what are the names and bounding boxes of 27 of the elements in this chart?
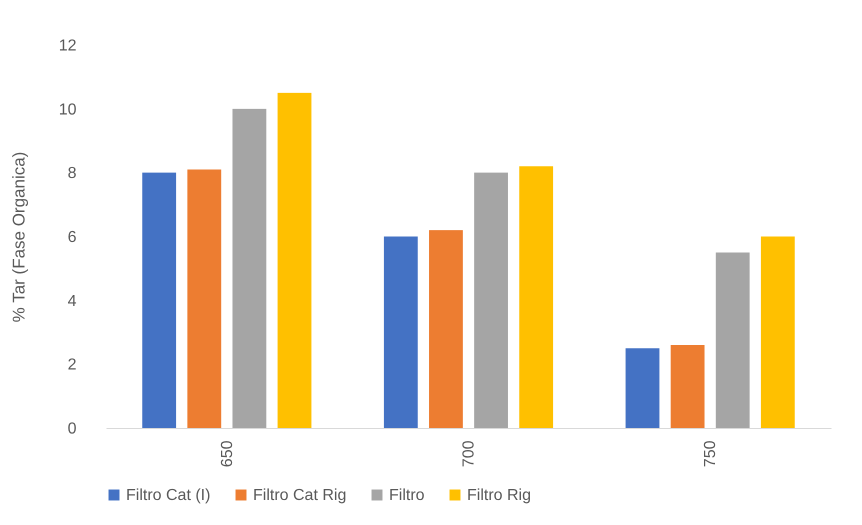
x-tick-label: 750	[702, 440, 720, 468]
y-tick-label: 10	[58, 101, 77, 118]
bar	[278, 92, 312, 428]
y-tick-label: 12	[58, 38, 77, 54]
legend-label: Filtro	[389, 487, 425, 504]
legend-label: Filtro Cat (I)	[126, 487, 210, 504]
bar	[474, 172, 508, 428]
bar	[626, 348, 660, 428]
bar	[670, 345, 705, 428]
bar	[187, 169, 222, 428]
legend-label: Filtro Cat Rig	[253, 487, 346, 504]
bar	[384, 236, 418, 428]
bar	[232, 108, 266, 428]
y-tick-label: 2	[68, 356, 77, 374]
y-tick-label: 8	[68, 165, 77, 182]
y-axis-title: % Tar (Fase Organica)	[10, 152, 29, 322]
x-tick-label: 700	[460, 440, 478, 468]
bar	[142, 172, 176, 428]
bar	[519, 166, 554, 428]
y-tick-label: 4	[68, 292, 77, 310]
bar	[716, 252, 750, 428]
bar	[760, 236, 795, 428]
y-tick-label: 6	[68, 229, 77, 246]
legend-label: Filtro Rig	[467, 487, 532, 504]
y-tick-label: 0	[68, 420, 77, 438]
x-tick-label: 650	[218, 440, 236, 468]
bar	[429, 230, 463, 428]
